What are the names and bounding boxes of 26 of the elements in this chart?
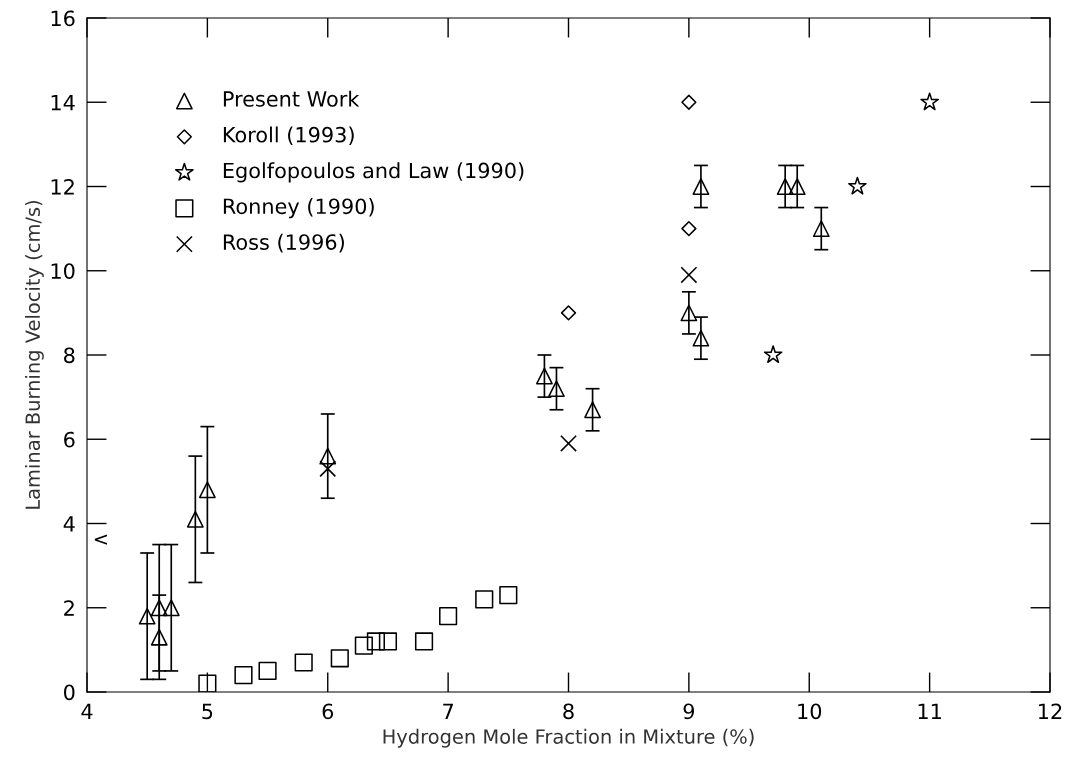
x-tick-label: 6 — [322, 703, 334, 720]
x-tick-label: 4 — [81, 703, 93, 719]
x-axis-title: Hydrogen Mole Fraction in Mixture (%) — [383, 728, 754, 748]
x-tick-label: 12 — [1039, 703, 1062, 719]
y-tick-label: 10 — [51, 263, 75, 279]
x-tick-label: 7 — [443, 703, 453, 719]
y-tick-label: 4 — [63, 516, 75, 532]
legend-label: Egolfopoulos and Law (1990) — [223, 162, 524, 183]
y-tick-label: 8 — [64, 347, 75, 364]
x-tick-label: 8 — [563, 703, 574, 720]
y-tick-label: 2 — [64, 600, 74, 616]
y-tick-label: 0 — [64, 684, 75, 701]
y-tick-label: 12 — [51, 178, 74, 195]
legend-label: Ross (1996) — [223, 233, 344, 253]
y-tick-label: 16 — [51, 10, 75, 27]
y-axis-title: Laminar Burning Velocity (cm/s) — [25, 201, 44, 509]
x-tick-label: 9 — [683, 703, 695, 720]
x-tick-label: 10 — [798, 703, 822, 720]
x-tick-label: 11 — [918, 703, 941, 719]
annotation: < — [94, 534, 108, 545]
legend-label: Present Work — [223, 90, 360, 107]
y-tick-label: 14 — [51, 94, 75, 111]
y-tick-label: 6 — [64, 431, 75, 448]
legend-label: Koroll (1993) — [223, 126, 354, 146]
x-tick-label: 5 — [202, 703, 213, 720]
legend-label: Ronney (1990) — [223, 198, 374, 219]
